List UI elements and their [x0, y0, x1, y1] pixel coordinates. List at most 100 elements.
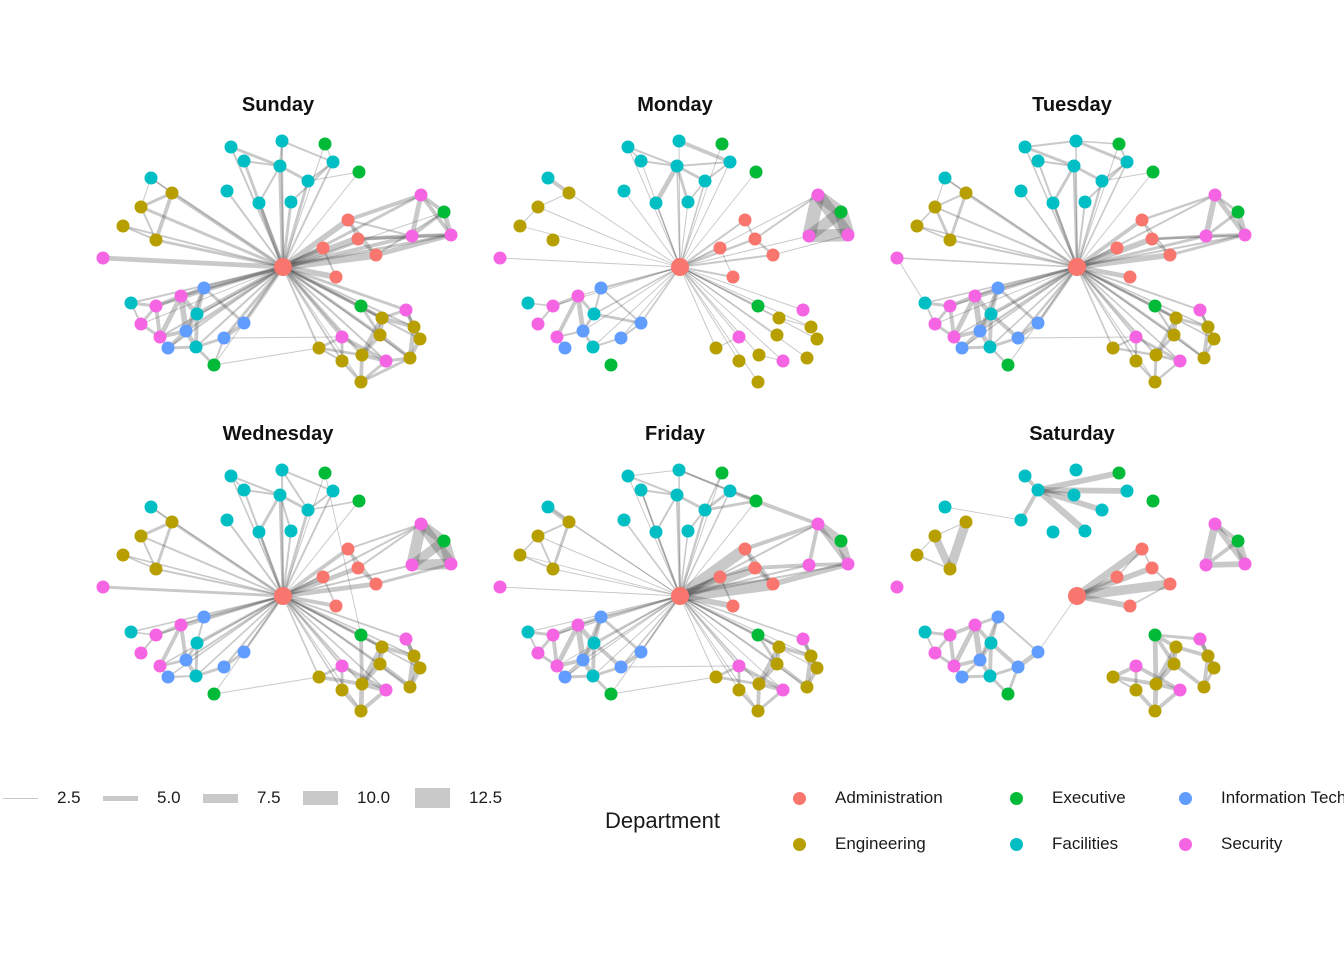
node [1169, 311, 1183, 325]
node [1193, 632, 1207, 646]
edge [282, 143, 326, 268]
edge [679, 266, 784, 362]
node [1046, 196, 1060, 210]
edge [715, 675, 760, 686]
edge [1154, 317, 1178, 356]
node [751, 628, 765, 642]
edge [157, 294, 184, 339]
edge [965, 191, 1078, 269]
edge [203, 286, 245, 325]
edge [949, 239, 1078, 268]
node [634, 483, 648, 497]
edge [1076, 266, 1215, 340]
node [1031, 645, 1045, 659]
edge [282, 171, 360, 268]
node [1120, 155, 1134, 169]
node [947, 330, 961, 344]
edge [1075, 180, 1104, 268]
node [766, 248, 780, 262]
node [1069, 463, 1083, 477]
node [1112, 466, 1126, 480]
node [318, 466, 332, 480]
edge [159, 266, 284, 338]
node [375, 311, 389, 325]
node [614, 660, 628, 674]
node [890, 580, 904, 594]
node [751, 704, 765, 718]
edge [568, 192, 681, 268]
node [354, 299, 368, 313]
node [621, 140, 635, 154]
node [318, 137, 332, 151]
edge [1036, 266, 1079, 324]
edge [754, 194, 819, 240]
edge [568, 521, 681, 597]
node [546, 628, 560, 642]
edge [554, 623, 581, 668]
engineering-dot-icon [793, 837, 806, 851]
edge [282, 564, 413, 597]
edge [281, 469, 334, 492]
node [284, 195, 298, 209]
edge [281, 469, 309, 511]
legend-item-facilities: Facilities [1010, 834, 1118, 853]
edge [593, 595, 681, 644]
node [190, 636, 204, 650]
node [217, 331, 231, 345]
edge [140, 535, 284, 597]
node [670, 159, 684, 173]
edge [360, 356, 411, 384]
edge [948, 192, 968, 241]
node [335, 354, 349, 368]
facet-friday [493, 463, 855, 718]
node [709, 341, 723, 355]
edge [620, 266, 681, 339]
node [634, 154, 648, 168]
node [224, 140, 238, 154]
edge [627, 146, 678, 167]
node [1148, 704, 1162, 718]
facet-title-saturday: Saturday [1029, 423, 1115, 445]
node [617, 184, 631, 198]
node [713, 570, 727, 584]
edge [1076, 266, 1114, 349]
node [752, 677, 766, 691]
node [983, 669, 997, 683]
edge [203, 265, 284, 290]
edge [600, 615, 642, 654]
node [1106, 341, 1120, 355]
edge [704, 472, 723, 511]
node [810, 661, 824, 675]
edge [1037, 487, 1128, 494]
edge [318, 346, 363, 357]
node [275, 463, 289, 477]
node [558, 341, 572, 355]
edge [282, 500, 360, 597]
node [444, 228, 458, 242]
node [116, 548, 130, 562]
node [732, 659, 746, 673]
node [237, 154, 251, 168]
edge [223, 336, 343, 339]
node [749, 165, 763, 179]
edge [676, 544, 749, 601]
node [1163, 577, 1177, 591]
edge [679, 500, 757, 597]
node [991, 281, 1005, 295]
node [947, 659, 961, 673]
facet-sunday [96, 134, 458, 389]
edge [357, 233, 452, 241]
node [586, 340, 600, 354]
node [804, 649, 818, 663]
node [834, 534, 848, 548]
edge [1129, 583, 1171, 607]
node [973, 653, 987, 667]
edge [678, 469, 757, 502]
facet-wednesday [96, 463, 458, 718]
edge [1076, 266, 1137, 338]
edge [679, 563, 849, 597]
node [329, 599, 343, 613]
edge [640, 595, 681, 653]
node [1238, 228, 1252, 242]
